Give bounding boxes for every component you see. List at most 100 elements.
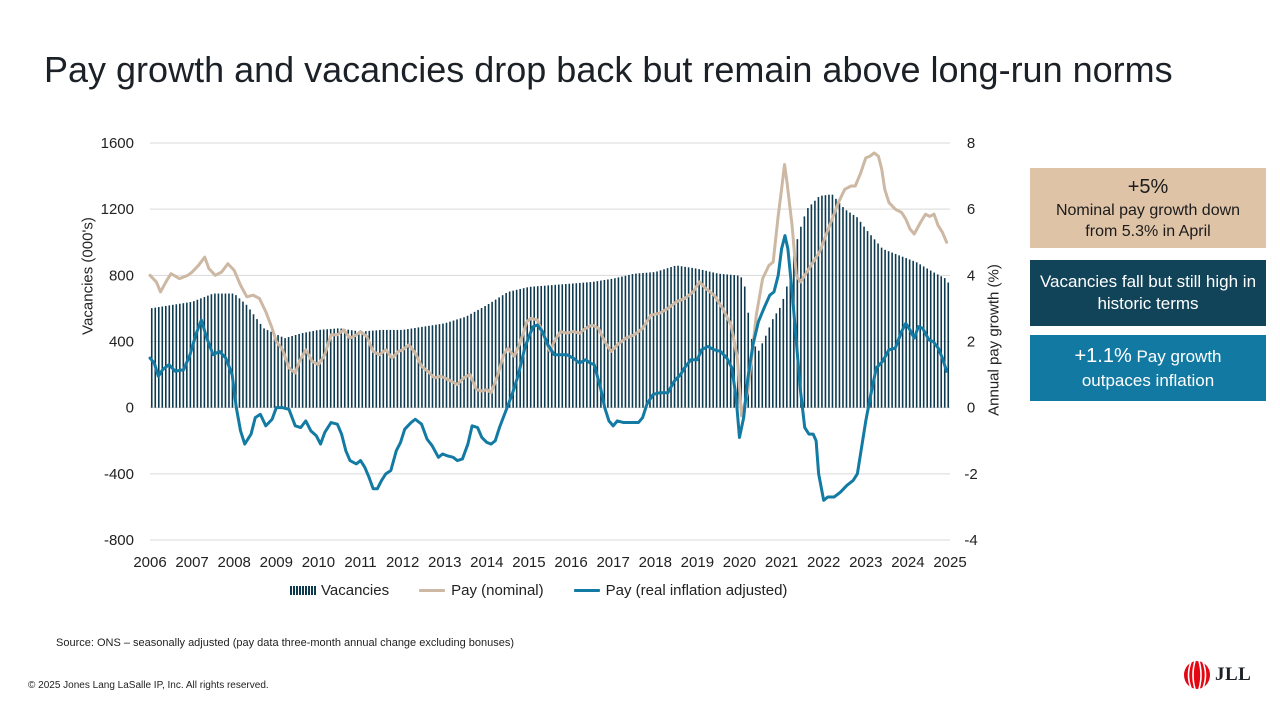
callout-real-text: Pay growth outpaces inflation	[1081, 347, 1222, 390]
y-tick-label: -800	[104, 532, 134, 549]
vacancy-bar	[326, 329, 328, 408]
vacancy-bar	[417, 327, 420, 408]
vacancy-bar	[221, 293, 223, 408]
vacancy-bar	[884, 249, 886, 408]
vacancy-bar	[494, 299, 497, 408]
vacancy-bar	[428, 325, 430, 408]
vacancy-bar	[568, 283, 571, 408]
x-tick-label: 2006	[133, 554, 166, 571]
vacancy-bar	[470, 313, 472, 408]
vacancy-bar	[557, 284, 560, 408]
vacancy-bar	[203, 296, 206, 408]
pay-lines	[148, 151, 949, 502]
gridlines	[150, 142, 950, 541]
vacancy-bar	[438, 324, 441, 408]
legend-label-pay-nominal: Pay (nominal)	[451, 581, 544, 599]
vacancy-bar	[817, 197, 820, 408]
vacancy-bar	[561, 284, 564, 408]
vacancy-bar	[835, 198, 837, 408]
vacancy-bar	[543, 285, 546, 408]
y-tick-label: 0	[126, 400, 134, 417]
legend-item-vacancies: Vacancies	[290, 582, 389, 599]
x-tick-label: 2016	[554, 554, 587, 571]
vacancy-bar	[449, 321, 451, 408]
vacancy-bar	[838, 202, 841, 408]
vacancy-bar	[315, 330, 318, 408]
vacancy-bar	[533, 286, 536, 408]
x-tick-label: 2009	[260, 554, 293, 571]
vacancy-bar	[308, 331, 311, 408]
vacancy-bar	[933, 272, 936, 408]
vacancy-bar	[400, 329, 402, 408]
y2-tick-label: 0	[967, 400, 975, 417]
vacancy-bar	[589, 282, 592, 408]
jll-logo: JLL	[1182, 660, 1251, 690]
vacancy-bar	[196, 299, 199, 408]
legend-swatch-pay-nominal	[419, 588, 446, 592]
vacancy-bar	[340, 328, 343, 408]
vacancy-bar	[564, 284, 567, 408]
x-tick-label: 2008	[218, 554, 251, 571]
x-tick-label: 2023	[849, 554, 882, 571]
vacancy-bar	[231, 293, 234, 408]
x-tick-label: 2022	[807, 554, 840, 571]
vacancy-bar	[200, 298, 202, 408]
vacancy-bar	[894, 253, 897, 408]
vacancy-bar	[659, 270, 662, 408]
vacancy-bar	[705, 270, 707, 408]
vacancy-bar	[779, 307, 781, 408]
vacancy-bar	[684, 266, 686, 408]
legend-label-vacancies: Vacancies	[321, 581, 390, 599]
vacancy-bar	[375, 330, 378, 408]
x-tick-label: 2025	[933, 554, 966, 571]
x-tick-label: 2012	[386, 554, 419, 571]
vacancy-bar	[831, 194, 834, 408]
vacancy-bar	[435, 324, 437, 408]
vacancy-bar	[891, 252, 893, 408]
vacancy-bar	[880, 247, 883, 408]
vacancy-bar	[491, 301, 493, 408]
callout-nominal-text: Nominal pay growth down from 5.3% in Apr…	[1055, 202, 1241, 240]
vacancy-bar	[554, 284, 557, 408]
callout-vacancies: Vacancies fall but still high in histori…	[1030, 260, 1266, 326]
vacancy-bar	[786, 286, 788, 408]
y2-axis-title: Annual pay growth (%)	[985, 264, 1003, 416]
vacancy-bar	[287, 337, 290, 408]
x-tick-label: 2019	[681, 554, 714, 571]
vacancy-bar	[642, 272, 644, 408]
vacancy-bar	[947, 282, 950, 408]
vacancy-bar	[810, 204, 813, 408]
vacancy-bar	[807, 208, 809, 408]
vacancy-bar	[179, 303, 181, 408]
vacancy-bar	[772, 319, 774, 408]
vacancy-bar	[498, 297, 500, 408]
vacancy-bar	[403, 329, 406, 408]
vacancy-bar	[887, 251, 890, 408]
vacancy-bar	[663, 269, 665, 408]
vacancy-bar	[782, 298, 785, 408]
x-tick-label: 2007	[175, 554, 208, 571]
vacancy-bar	[442, 323, 444, 408]
vacancy-bar	[298, 333, 300, 408]
x-tick-label: 2018	[639, 554, 672, 571]
vacancy-bar	[708, 271, 711, 408]
vacancy-bar	[694, 268, 697, 408]
x-tick-label: 2015	[512, 554, 545, 571]
vacancy-bar	[638, 273, 641, 408]
vacancy-bar	[519, 288, 521, 408]
vacancy-bar	[238, 298, 241, 408]
x-tick-label: 2011	[344, 554, 376, 571]
vacancy-bar	[764, 335, 767, 408]
vacancy-bar	[873, 239, 876, 408]
vacancy-bar	[431, 325, 434, 408]
y-tick-label: 800	[109, 267, 134, 284]
vacancy-bar	[814, 200, 816, 408]
vacancy-bar	[919, 264, 921, 408]
vacancy-bar	[750, 338, 753, 408]
vacancy-bar	[610, 278, 613, 408]
vacancy-bar	[656, 271, 658, 408]
vacancy-bar	[761, 343, 764, 408]
vacancy-bar	[280, 336, 283, 408]
vacancy-bar	[312, 330, 314, 408]
